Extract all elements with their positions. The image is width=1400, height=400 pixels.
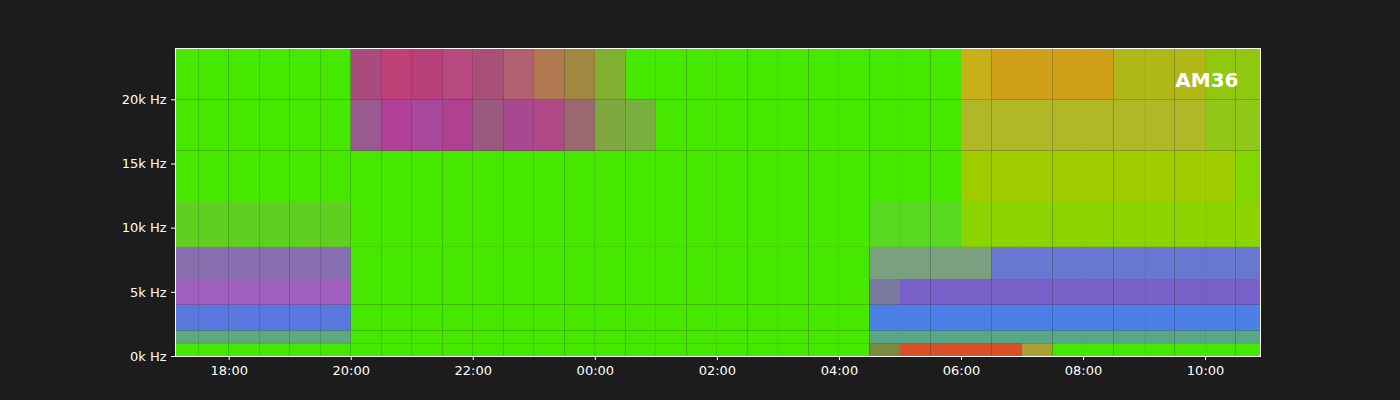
- svg-text:15k Hz: 15k Hz: [122, 156, 167, 171]
- svg-text:AM36: AM36: [1175, 68, 1238, 92]
- svg-text:22:00: 22:00: [455, 363, 492, 378]
- svg-text:18:00: 18:00: [210, 363, 247, 378]
- svg-text:02:00: 02:00: [699, 363, 736, 378]
- svg-text:5k Hz: 5k Hz: [130, 284, 167, 299]
- svg-text:10k Hz: 10k Hz: [122, 220, 167, 235]
- svg-text:10:00: 10:00: [1187, 363, 1224, 378]
- svg-text:04:00: 04:00: [821, 363, 858, 378]
- svg-text:06:00: 06:00: [943, 363, 980, 378]
- svg-text:20k Hz: 20k Hz: [122, 92, 167, 107]
- svg-text:0k Hz: 0k Hz: [130, 349, 167, 364]
- svg-text:08:00: 08:00: [1065, 363, 1102, 378]
- svg-text:00:00: 00:00: [577, 363, 614, 378]
- svg-text:20:00: 20:00: [333, 363, 370, 378]
